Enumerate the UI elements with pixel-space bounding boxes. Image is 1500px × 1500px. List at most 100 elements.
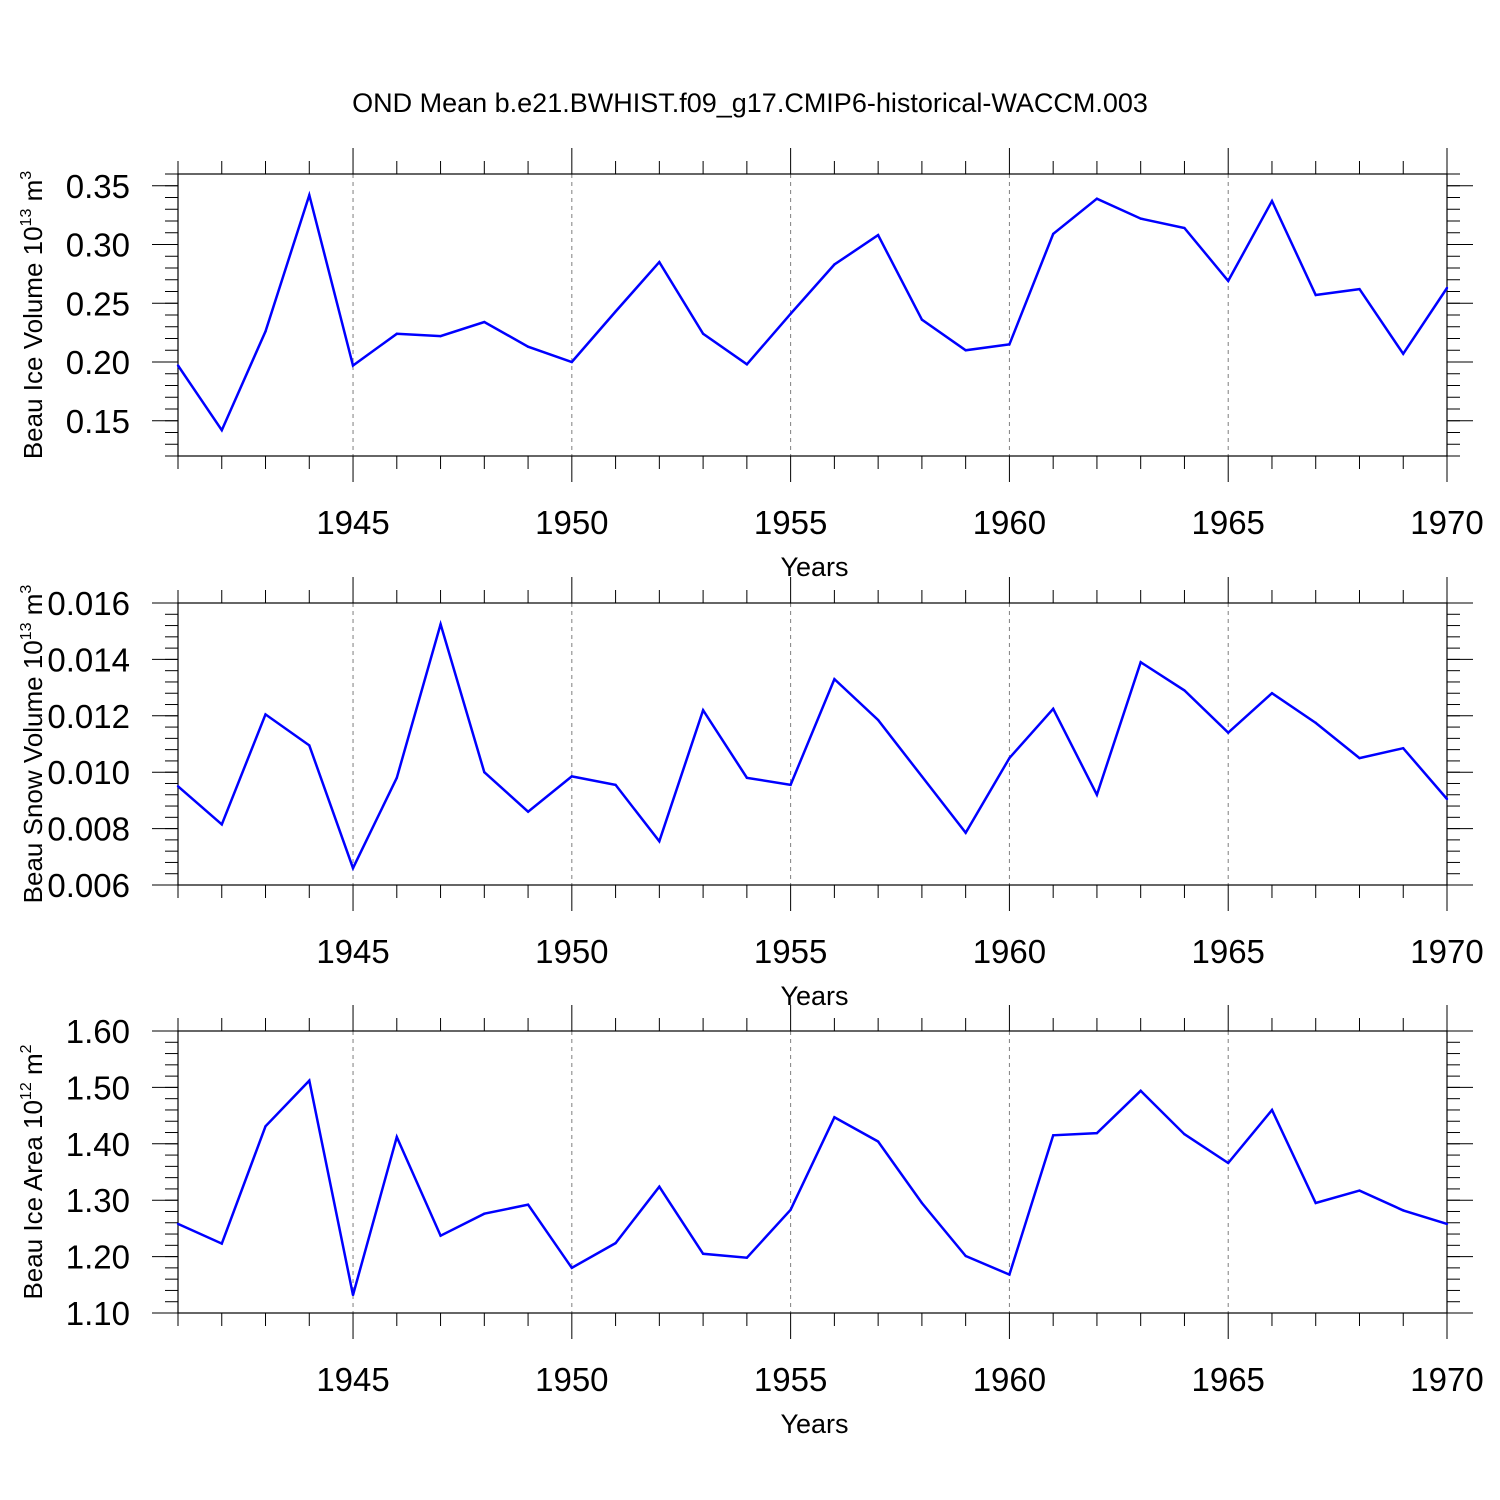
x-tick-label: 1950 xyxy=(535,1361,608,1398)
y-axis-label: Beau Ice Volume 1013 m3 xyxy=(18,171,48,459)
data-point xyxy=(1095,1131,1099,1135)
y-axis-label: Beau Ice Area 1012 m2 xyxy=(18,1044,48,1299)
y-axis-label-unit: m xyxy=(18,1053,48,1082)
data-point xyxy=(1314,1201,1317,1205)
data-point xyxy=(395,776,398,780)
data-point xyxy=(789,783,792,787)
data-point xyxy=(1183,226,1186,230)
x-axis-label: Years xyxy=(780,981,848,1011)
data-point xyxy=(1358,287,1361,291)
y-tick-label: 0.20 xyxy=(66,344,130,381)
data-point xyxy=(351,866,355,870)
y-axis-label-exponent: 13 xyxy=(18,622,35,640)
y-tick-label: 0.15 xyxy=(66,403,130,440)
data-point xyxy=(308,1079,311,1082)
y-axis-label-unit: m xyxy=(18,180,48,209)
y-tick-label: 0.35 xyxy=(66,168,130,205)
data-point xyxy=(1314,721,1317,725)
data-point xyxy=(920,318,924,321)
series-line xyxy=(177,619,1448,872)
data-point xyxy=(220,823,223,826)
data-point xyxy=(701,1252,705,1255)
x-tick-label: 1960 xyxy=(973,504,1046,541)
y-tick-label: 0.014 xyxy=(47,641,130,678)
x-axis-label: Years xyxy=(780,552,848,582)
y-tick-label: 0.016 xyxy=(47,585,130,622)
data-point xyxy=(833,1116,836,1119)
data-point xyxy=(570,1266,574,1270)
data-point xyxy=(1402,352,1405,355)
data-point xyxy=(1445,1222,1449,1226)
y-tick-label: 1.10 xyxy=(66,1295,130,1332)
data-point xyxy=(1445,797,1449,801)
data-point xyxy=(526,810,530,813)
data-point xyxy=(1270,1108,1274,1112)
series-line xyxy=(177,1078,1448,1296)
data-point xyxy=(1358,756,1361,760)
y-tick-label: 0.010 xyxy=(47,754,130,791)
y-tick-label: 0.25 xyxy=(66,285,130,322)
data-point xyxy=(1227,279,1230,283)
data-point xyxy=(439,1234,442,1237)
data-point xyxy=(176,364,180,367)
data-point xyxy=(1051,707,1055,710)
data-point xyxy=(833,263,836,266)
data-point xyxy=(1008,1273,1011,1276)
data-point xyxy=(264,713,267,716)
data-point xyxy=(745,1256,749,1259)
data-point xyxy=(483,771,486,774)
y-tick-label: 0.006 xyxy=(47,867,130,904)
data-point xyxy=(439,334,442,338)
data-point xyxy=(658,840,661,843)
y-tick-label: 0.30 xyxy=(66,227,130,264)
x-tick-label: 1950 xyxy=(535,933,608,970)
data-point xyxy=(220,428,223,432)
y-tick-label: 1.30 xyxy=(66,1182,130,1219)
data-point xyxy=(833,677,836,681)
x-tick-label: 1965 xyxy=(1191,504,1264,541)
data-point xyxy=(614,310,617,313)
data-point xyxy=(1139,661,1142,664)
y-tick-label: 0.008 xyxy=(47,811,130,848)
data-point xyxy=(1227,1161,1230,1165)
data-point xyxy=(1051,1134,1055,1137)
data-point xyxy=(526,345,530,348)
data-point xyxy=(570,360,574,364)
y-axis-label-base: Beau Snow Volume 10 xyxy=(18,640,48,903)
data-point xyxy=(483,320,486,324)
data-point xyxy=(876,233,880,237)
x-axis-label: Years xyxy=(780,1409,848,1439)
x-tick-label: 1945 xyxy=(316,933,389,970)
x-tick-label: 1955 xyxy=(754,1361,827,1398)
data-point xyxy=(264,330,267,333)
data-point xyxy=(1314,293,1317,297)
data-point xyxy=(439,622,442,626)
x-tick-label: 1955 xyxy=(754,933,827,970)
data-point xyxy=(220,1242,223,1245)
data-point xyxy=(745,776,749,780)
y-tick-label: 1.20 xyxy=(66,1239,130,1276)
plot-frame xyxy=(177,1030,1448,1314)
data-point xyxy=(176,1222,180,1226)
data-point xyxy=(964,349,967,352)
panel-ice-area: 1945 1950 1955 1960 1965 1970 Years 1.10 1.20 1.3… xyxy=(18,1005,1484,1439)
data-point xyxy=(745,363,749,366)
data-point xyxy=(964,1254,967,1258)
x-tick-label: 1950 xyxy=(535,504,608,541)
x-tick-label: 1970 xyxy=(1410,1361,1483,1398)
data-point xyxy=(614,783,617,787)
data-point xyxy=(701,708,705,712)
data-point xyxy=(614,1241,617,1245)
x-tick-label: 1970 xyxy=(1410,504,1483,541)
chart-title: OND Mean b.e21.BWHIST.f09_g17.CMIP6-hist… xyxy=(352,88,1148,118)
y-axis-label-exponent: 12 xyxy=(18,1082,35,1100)
data-point xyxy=(876,1140,880,1143)
x-tick-label: 1965 xyxy=(1191,1361,1264,1398)
data-point xyxy=(1095,197,1099,200)
data-point xyxy=(526,1203,530,1206)
data-point xyxy=(1402,747,1405,750)
data-point xyxy=(964,831,967,835)
data-point xyxy=(1183,1133,1186,1136)
y-axis-label-unit-exponent: 2 xyxy=(18,1044,35,1053)
